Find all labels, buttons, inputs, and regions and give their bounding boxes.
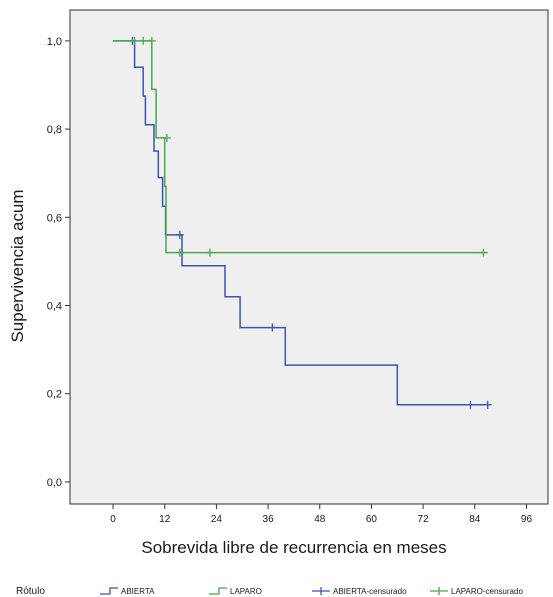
y-tick-label: 0,0: [47, 477, 62, 489]
y-axis-title: Supervivencia acum: [8, 189, 27, 342]
censor-mark-laparo: [139, 36, 148, 45]
x-tick-label: 72: [418, 514, 430, 525]
legend-swatch-line: [100, 587, 118, 595]
y-tick-label: 0,6: [47, 212, 62, 224]
legend-item: ABIERTA-censurado: [312, 587, 407, 596]
legend-title: Rótulo: [16, 586, 45, 597]
x-tick-label: 84: [469, 514, 481, 525]
legend-item: LAPARO-censurado: [430, 587, 523, 596]
axes: 0,0 0,2 0,4 0,6 0,8 1,0 0 12 24 36 48 60 72 84 96: [47, 36, 533, 525]
x-tick-label: 24: [211, 514, 223, 525]
censor-mark-laparo: [175, 248, 184, 257]
x-tick-label: 60: [366, 514, 378, 525]
censor-mark-laparo: [130, 36, 139, 45]
series-group: [113, 36, 492, 409]
x-tick-label: 0: [110, 514, 116, 525]
y-tick-label: 0,2: [47, 389, 62, 401]
x-axis-title: Sobrevida libre de recurrencia en meses: [141, 538, 446, 557]
legend: Rótulo ABIERTA LAPARO ABIERTA-censurado LAPA…: [16, 586, 523, 597]
series-line-abierta: [113, 40, 488, 406]
plot-background: [69, 9, 549, 505]
x-tick-label: 48: [314, 514, 326, 525]
y-tick-label: 1,0: [47, 36, 62, 48]
censor-mark-laparo: [205, 248, 214, 257]
plot-area: [69, 9, 549, 505]
censor-mark-laparo: [479, 248, 488, 257]
y-tick-label: 0,8: [47, 124, 62, 136]
censor-mark-abierta: [175, 230, 184, 239]
x-tick-label: 36: [263, 514, 275, 525]
x-tick-label: 12: [159, 514, 171, 525]
censor-mark-laparo: [147, 36, 156, 45]
legend-item: ABIERTA: [100, 587, 155, 596]
y-tick-label: 0,4: [47, 301, 62, 313]
censor-mark-abierta: [483, 400, 492, 409]
censor-mark-abierta: [268, 323, 277, 332]
legend-label: LAPARO-censurado: [451, 587, 523, 596]
legend-item: LAPARO: [209, 587, 262, 596]
censor-mark-abierta: [466, 400, 475, 409]
legend-label: ABIERTA: [121, 587, 155, 596]
series-line-laparo: [113, 40, 488, 254]
legend-label: ABIERTA-censurado: [333, 587, 407, 596]
legend-swatch-line: [209, 587, 227, 595]
censor-mark-laparo: [162, 133, 171, 142]
legend-label: LAPARO: [230, 587, 262, 596]
x-tick-label: 96: [521, 514, 533, 525]
